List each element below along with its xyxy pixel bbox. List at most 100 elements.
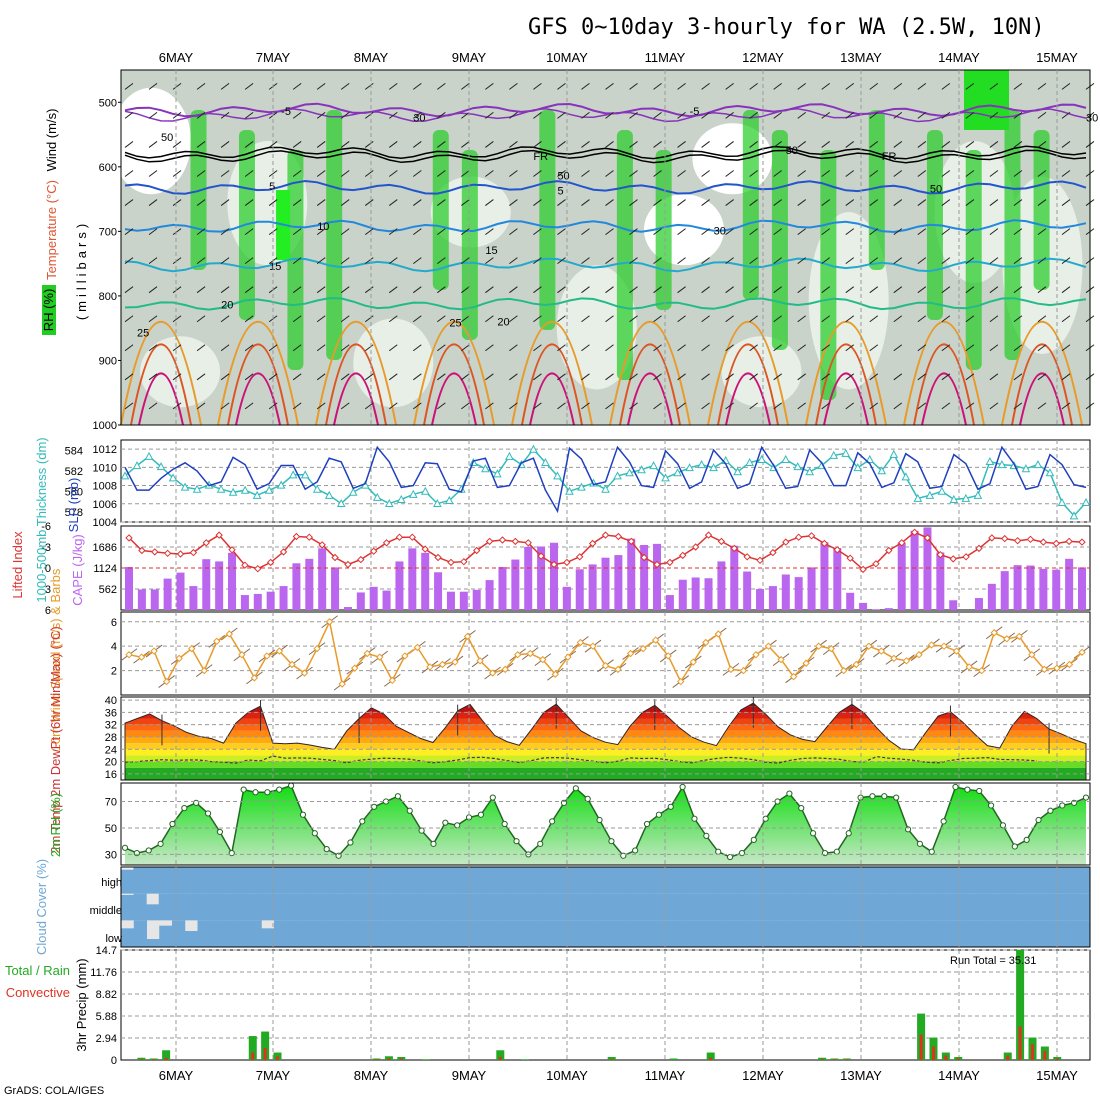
wind-barb [485,373,494,381]
cape-bar [897,542,906,610]
cloud-bar [184,931,198,947]
wind-barb [893,170,903,177]
wind-barb [316,199,326,206]
wind-barb [509,112,518,119]
wind-barb [701,373,710,381]
cloud-bar [674,893,688,921]
wind10m-point [965,663,973,671]
slp-thickness-panel: 1012 1010 1008 1006 1004 584 582 580 578 [65,439,1091,529]
rh-contour-label: 30 [413,113,425,125]
wind10m-point [651,636,660,644]
wind-barb [869,112,879,119]
wind-barb [220,170,230,177]
wind-barb [364,373,374,381]
cape-bar [408,548,417,610]
wind-barb [821,141,831,148]
wind-barb [388,228,398,235]
wind-barb [725,402,734,410]
rh2m-point [869,793,876,800]
wind-barb [461,199,470,206]
wind-barb [1013,257,1023,265]
wind-barb [1037,199,1047,206]
rh-contour-label: 30 [1086,113,1098,125]
cape-li-panel: -6 -3 0 3 6 1686 1124 562 [41,521,1091,617]
li-ytick: 3 [45,584,51,596]
wind-barb [989,112,999,119]
wind-barb [845,112,855,119]
thickness-point [997,460,1007,469]
cloud-bar [423,893,437,921]
precip-bar [248,1036,257,1060]
thickness-point [841,448,851,457]
wind-barb [941,344,951,352]
wind10m-point [877,647,886,655]
cloud-bar [397,893,411,921]
cloud-bar [284,893,298,921]
wind-barb [364,257,374,265]
wind10m-point [677,677,685,686]
wind10m-panel: 2 4 6 [111,611,1091,696]
wind10m-point [827,644,835,653]
li-point [576,553,584,561]
wind-barb [581,373,590,381]
wind-barb [749,112,758,119]
wind-barb [773,344,782,352]
wind-barb [172,344,182,352]
thickness-point [709,463,718,472]
slp-label: SLP (mb) [66,478,81,533]
warm-contour [130,343,192,426]
cloud-bar [592,920,606,947]
upper-ytick: 700 [99,226,117,238]
wind10m-point [589,642,597,650]
lifted-index-label: Lifted Index [10,531,25,599]
cloud-bar [891,867,905,894]
millibars-label: (millibars) [74,220,89,320]
wind10m-point [601,661,610,670]
wind-barb [316,344,326,352]
wind10m-point [1003,635,1011,643]
wind-barb [653,344,662,352]
thickness-ytick: 578 [65,507,83,519]
thickness-point [132,461,142,470]
cloud-bar [1064,920,1078,947]
wind10m-point [1015,632,1024,641]
thickness-ytick: 584 [65,445,83,457]
wind-barb [364,344,374,352]
li-point [498,536,507,544]
wind-barb [629,344,638,352]
wind-barb [316,315,326,323]
cloud-bar [1026,920,1040,947]
cloud-bar [465,920,479,947]
wind-barb [869,228,879,235]
cloud-bar [294,867,308,894]
thickness-point [264,485,274,494]
cloud-bar [816,867,830,894]
thickness-point [745,457,754,467]
rh2m-point [1059,802,1066,809]
cloud-bar [580,867,594,894]
warm-contour [717,343,779,426]
wind-barb [220,315,230,323]
rh-dry-area [140,336,221,408]
slp-ytick: 1008 [93,481,117,493]
cape-bar [588,564,597,610]
cloud-bar [448,893,462,921]
warm-contour [707,320,789,426]
cloud-bar [270,867,283,894]
rh2m-point [762,815,769,822]
cloud-bar [863,893,877,921]
wind-barb [701,82,710,90]
wind-barb [364,315,374,323]
li-point [434,553,442,562]
wind-barb [821,170,831,177]
wind-barb [1061,373,1071,381]
cloud-bar [829,867,843,894]
cloud-bar [419,867,433,894]
rh-contour-label: 50 [786,145,798,157]
wind-barb [773,82,782,90]
rh2m-point [371,803,378,810]
li-point [807,532,816,540]
precip-bar [384,1056,393,1060]
wind-barb [893,199,903,206]
cloud-bar [444,867,457,894]
